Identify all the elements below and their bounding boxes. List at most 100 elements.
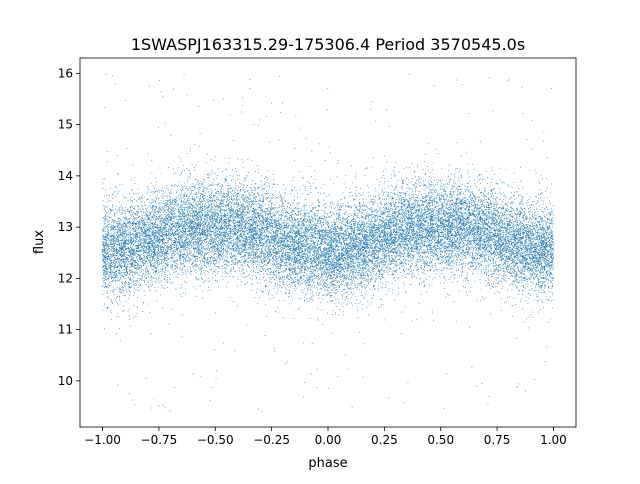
data-point <box>221 218 222 220</box>
data-point <box>160 256 162 257</box>
data-point <box>251 278 253 280</box>
data-point <box>550 87 552 89</box>
data-point <box>460 194 462 196</box>
data-point <box>169 226 171 228</box>
data-point <box>226 229 228 231</box>
data-point <box>343 274 345 276</box>
data-point <box>548 233 549 235</box>
data-point <box>420 208 422 210</box>
data-point <box>159 205 160 207</box>
data-point <box>323 230 325 232</box>
data-point <box>403 258 405 259</box>
data-point <box>400 214 402 216</box>
data-point <box>180 190 182 192</box>
data-point <box>318 274 319 276</box>
data-point <box>254 234 256 235</box>
data-point <box>516 266 518 267</box>
data-point <box>257 233 259 234</box>
data-point <box>165 250 166 252</box>
data-point <box>423 260 425 262</box>
data-point <box>173 240 175 241</box>
data-point <box>460 255 461 257</box>
data-point <box>437 259 439 260</box>
data-point <box>146 267 147 269</box>
data-point <box>113 236 114 238</box>
data-point <box>452 217 453 219</box>
data-point <box>297 231 299 233</box>
data-point <box>466 222 467 223</box>
data-point <box>339 276 341 278</box>
data-point <box>102 277 104 279</box>
data-point <box>206 222 208 223</box>
data-point <box>512 284 514 286</box>
data-point <box>549 244 551 246</box>
data-point <box>451 185 453 187</box>
data-point <box>137 255 139 257</box>
data-point <box>149 228 151 230</box>
data-point <box>311 259 313 261</box>
data-point <box>468 248 470 250</box>
data-point <box>299 307 300 309</box>
data-point <box>166 212 168 214</box>
data-point <box>369 250 371 252</box>
data-point <box>160 240 162 241</box>
data-point <box>533 299 535 301</box>
data-point <box>506 214 508 215</box>
data-point <box>179 194 181 195</box>
data-point <box>216 256 218 258</box>
data-point <box>482 194 484 196</box>
data-point <box>182 225 184 226</box>
data-point <box>441 216 443 218</box>
data-point <box>541 242 543 244</box>
data-point <box>344 272 346 274</box>
data-point <box>235 229 237 231</box>
data-point <box>337 290 339 292</box>
data-point <box>528 297 530 299</box>
data-point <box>491 274 493 275</box>
data-point <box>227 193 229 195</box>
data-point <box>107 296 108 298</box>
data-point <box>502 285 504 287</box>
data-point <box>226 271 228 273</box>
data-point <box>432 255 434 257</box>
data-point <box>543 229 544 230</box>
data-point <box>510 228 512 230</box>
data-point <box>233 268 235 270</box>
data-point <box>541 277 543 279</box>
data-point <box>171 242 172 244</box>
data-point <box>268 225 270 227</box>
data-point <box>530 227 531 229</box>
data-point <box>541 269 543 270</box>
data-point <box>169 191 171 193</box>
data-point <box>324 159 326 161</box>
data-point <box>167 274 168 276</box>
data-point <box>358 222 360 224</box>
data-point <box>253 198 255 200</box>
data-point <box>513 202 515 204</box>
data-point <box>315 275 317 277</box>
data-point <box>153 225 155 227</box>
data-point <box>105 260 107 262</box>
data-point <box>526 231 528 232</box>
data-point <box>503 271 504 273</box>
data-point <box>483 193 485 195</box>
data-point <box>370 255 372 257</box>
data-point <box>125 301 127 303</box>
data-point <box>164 207 166 208</box>
data-point <box>267 193 269 194</box>
data-point <box>335 258 337 260</box>
data-point <box>141 206 143 207</box>
data-point <box>250 210 252 212</box>
data-point <box>192 231 194 233</box>
data-point <box>473 240 475 242</box>
data-point <box>402 264 404 266</box>
data-point <box>375 257 377 259</box>
data-point <box>162 193 164 194</box>
data-point <box>167 217 169 218</box>
data-point <box>344 244 345 246</box>
data-point <box>128 228 130 230</box>
data-point <box>392 248 394 250</box>
data-point <box>257 206 259 208</box>
data-point <box>545 247 546 249</box>
data-point <box>286 246 287 248</box>
